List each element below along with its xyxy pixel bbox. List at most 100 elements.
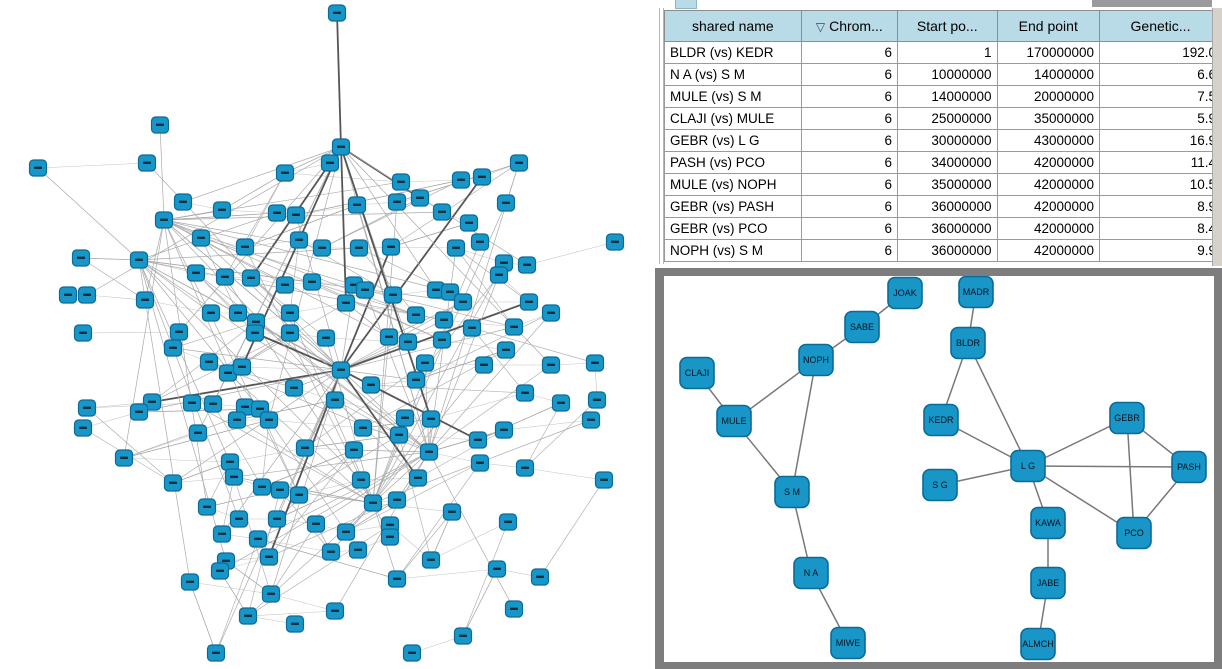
network-edge[interactable] <box>221 369 342 535</box>
node-label-mark[interactable] <box>238 365 246 368</box>
network-edge[interactable] <box>1027 465 1135 534</box>
network-edge[interactable] <box>163 219 300 496</box>
node-label-mark[interactable] <box>244 614 252 617</box>
node-label-mark[interactable] <box>393 200 401 203</box>
node-label-mark[interactable] <box>427 417 435 420</box>
node-label-mark[interactable] <box>286 331 294 334</box>
node-label-mark[interactable] <box>312 522 320 525</box>
node-label-mark[interactable] <box>468 326 476 329</box>
node-label-mark[interactable] <box>502 201 510 204</box>
network-edge[interactable] <box>1027 465 1190 468</box>
node-label-mark[interactable] <box>77 256 85 259</box>
node-label-mark[interactable] <box>536 575 544 578</box>
network-edge[interactable] <box>276 449 355 520</box>
network-edge[interactable] <box>284 146 342 174</box>
node-label-mark[interactable] <box>478 175 486 178</box>
network-view-filtered[interactable]: JOAK MADR SABE NOPH BLDR CLAJI MULE KEDR GEBR L G… <box>664 276 1214 662</box>
node-label-mark[interactable] <box>186 580 194 583</box>
network-edge[interactable] <box>195 272 256 334</box>
node-label-mark[interactable] <box>452 246 460 249</box>
node-label-mark[interactable] <box>258 485 266 488</box>
node-label-mark[interactable] <box>235 517 243 520</box>
network-edge[interactable] <box>428 364 552 453</box>
node-label-mark[interactable] <box>342 530 350 533</box>
node-label-mark[interactable] <box>327 550 335 553</box>
node-jabe[interactable] <box>1030 566 1066 600</box>
network-edge[interactable] <box>321 179 462 249</box>
column-header-endpoint[interactable]: End point <box>996 10 1101 42</box>
node-label-mark[interactable] <box>331 609 339 612</box>
table-row[interactable]: MULE (vs) NOPH 6 35000000 42000000 10.5 <box>664 173 1222 196</box>
network-edge[interactable] <box>144 219 165 301</box>
node-label-mark[interactable] <box>459 300 467 303</box>
network-edge[interactable] <box>415 312 552 381</box>
node-label-mark[interactable] <box>427 558 435 561</box>
node-label-mark[interactable] <box>192 271 200 274</box>
node-label-mark[interactable] <box>504 520 512 523</box>
network-edge[interactable] <box>257 451 430 540</box>
table-row[interactable]: GEBR (vs) PASH 6 36000000 42000000 8.9 <box>664 195 1222 218</box>
node-label-mark[interactable] <box>386 535 394 538</box>
node-label-mark[interactable] <box>222 559 230 562</box>
network-edge[interactable] <box>304 362 426 449</box>
network-view-main[interactable] <box>0 0 655 669</box>
network-edge[interactable] <box>372 202 507 504</box>
node-pco[interactable] <box>1116 516 1152 550</box>
node-label-mark[interactable] <box>188 401 196 404</box>
network-edge[interactable] <box>396 511 453 580</box>
node-label-mark[interactable] <box>256 407 264 410</box>
column-header-chrom[interactable]: ▽ Chrom... <box>800 10 898 42</box>
network-edge[interactable] <box>298 479 362 496</box>
network-edge[interactable] <box>390 162 520 248</box>
node-label-mark[interactable] <box>221 275 229 278</box>
node-sabe[interactable] <box>844 310 880 344</box>
node-label-mark[interactable] <box>521 466 529 469</box>
node-label-mark[interactable] <box>557 401 565 404</box>
node-label-mark[interactable] <box>295 493 303 496</box>
network-edge[interactable] <box>524 467 605 481</box>
node-label-mark[interactable] <box>438 210 446 213</box>
node-label-mark[interactable] <box>79 426 87 429</box>
node-label-mark[interactable] <box>337 145 345 148</box>
network-edge[interactable] <box>336 12 342 148</box>
network-edge[interactable] <box>372 364 485 504</box>
node-label-mark[interactable] <box>474 438 482 441</box>
node-label-mark[interactable] <box>175 330 183 333</box>
table-row[interactable]: MULE (vs) S M 6 14000000 20000000 7.5 <box>664 85 1222 108</box>
network-edge[interactable] <box>37 162 148 169</box>
network-edge[interactable] <box>417 429 505 479</box>
node-label-mark[interactable] <box>387 245 395 248</box>
network-edge[interactable] <box>224 172 286 278</box>
node-label-mark[interactable] <box>393 577 401 580</box>
node-label-mark[interactable] <box>465 221 473 224</box>
node-label-mark[interactable] <box>273 211 281 214</box>
network-edge[interactable] <box>503 419 592 431</box>
network-edge[interactable] <box>284 172 402 183</box>
node-noph[interactable] <box>798 343 834 377</box>
node-label-mark[interactable] <box>292 213 300 216</box>
node-label-mark[interactable] <box>160 218 168 221</box>
node-label-mark[interactable] <box>353 203 361 206</box>
network-edge[interactable] <box>82 411 140 429</box>
node-label-mark[interactable] <box>265 418 273 421</box>
node-label-mark[interactable] <box>79 331 87 334</box>
network-edge[interactable] <box>254 332 342 371</box>
node-kedr[interactable] <box>923 403 959 437</box>
node-gebr[interactable] <box>1109 401 1145 435</box>
network-edge[interactable] <box>82 331 180 334</box>
network-edge[interactable] <box>340 369 419 479</box>
network-edge[interactable] <box>123 457 231 463</box>
node-label-mark[interactable] <box>591 361 599 364</box>
node-label-mark[interactable] <box>495 273 503 276</box>
node-label-mark[interactable] <box>523 263 531 266</box>
table-row[interactable]: GEBR (vs) L G 6 30000000 43000000 16.9 <box>664 129 1222 152</box>
node-sg[interactable] <box>922 468 958 502</box>
node-label-mark[interactable] <box>397 180 405 183</box>
node-label-mark[interactable] <box>600 478 608 481</box>
network-edge[interactable] <box>441 339 507 351</box>
network-edge[interactable] <box>221 172 286 211</box>
node-label-mark[interactable] <box>267 592 275 595</box>
node-label-mark[interactable] <box>308 280 316 283</box>
table-row[interactable]: N A (vs) S M 6 10000000 14000000 6.6 <box>664 63 1222 86</box>
network-edge[interactable] <box>526 241 616 266</box>
